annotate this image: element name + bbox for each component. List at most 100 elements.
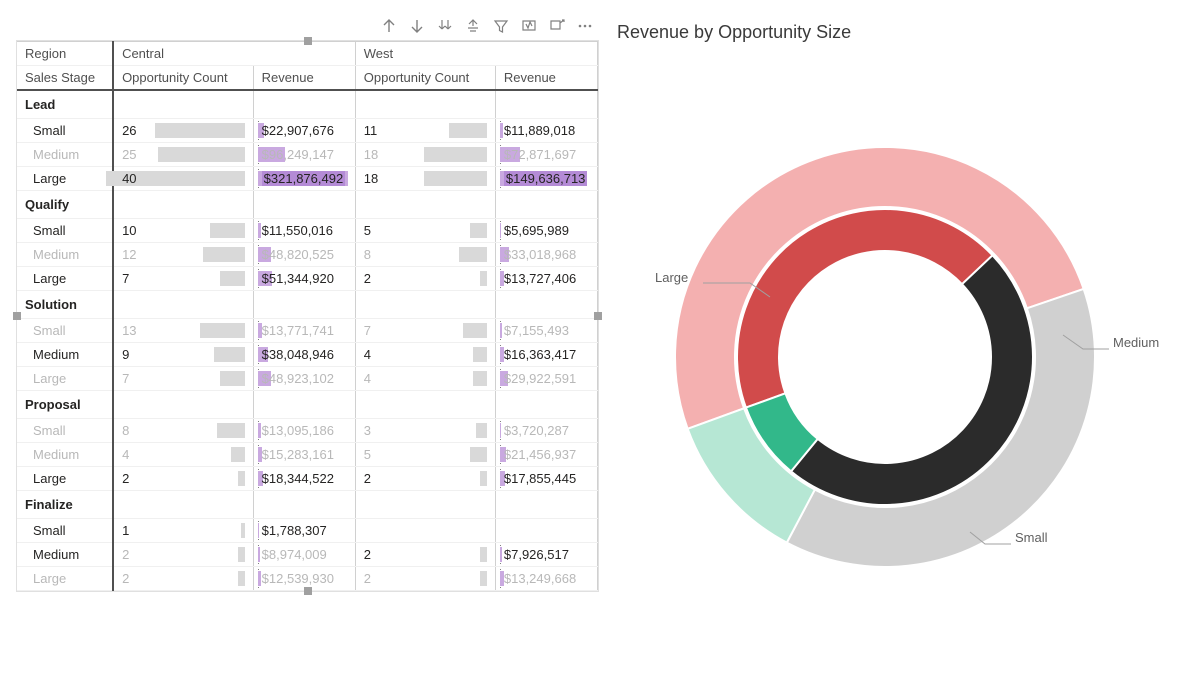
opportunity-count-cell[interactable]: 8 xyxy=(113,419,253,443)
table-row[interactable]: Small10$11,550,0165$5,695,989 xyxy=(17,219,598,243)
stage-group-row[interactable]: Lead xyxy=(17,90,598,119)
revenue-cell[interactable]: $12,539,930 xyxy=(253,567,355,591)
opportunity-count-cell[interactable]: 2 xyxy=(113,567,253,591)
drill-down-icon[interactable] xyxy=(437,18,453,34)
filter-icon[interactable] xyxy=(493,18,509,34)
revenue-cell[interactable] xyxy=(495,519,597,543)
revenue-cell[interactable]: $8,974,009 xyxy=(253,543,355,567)
row-header-size[interactable]: Small xyxy=(17,119,113,143)
matrix-table[interactable]: Region Central West Sales Stage Opportun… xyxy=(17,41,598,591)
table-row[interactable]: Medium25$96,249,14718$72,871,697 xyxy=(17,143,598,167)
opportunity-count-cell[interactable]: 26 xyxy=(113,119,253,143)
stage-group-row[interactable]: Solution xyxy=(17,291,598,319)
column-header-measure[interactable]: Opportunity Count xyxy=(355,66,495,91)
stage-group-row[interactable]: Qualify xyxy=(17,191,598,219)
revenue-cell[interactable]: $5,695,989 xyxy=(495,219,597,243)
opportunity-count-cell[interactable]: 40 xyxy=(113,167,253,191)
opportunity-count-cell[interactable]: 4 xyxy=(355,367,495,391)
opportunity-count-cell[interactable]: 10 xyxy=(113,219,253,243)
row-header-size[interactable]: Medium xyxy=(17,343,113,367)
revenue-cell[interactable]: $321,876,492 xyxy=(253,167,355,191)
revenue-cell[interactable]: $22,907,676 xyxy=(253,119,355,143)
revenue-cell[interactable]: $17,855,445 xyxy=(495,467,597,491)
stage-group-row[interactable]: Finalize xyxy=(17,491,598,519)
row-header-size[interactable]: Small xyxy=(17,419,113,443)
row-header-size[interactable]: Medium xyxy=(17,143,113,167)
row-header-size[interactable]: Small xyxy=(17,219,113,243)
revenue-cell[interactable]: $11,550,016 xyxy=(253,219,355,243)
opportunity-count-cell[interactable]: 13 xyxy=(113,319,253,343)
revenue-cell[interactable]: $15,283,161 xyxy=(253,443,355,467)
opportunity-count-cell[interactable]: 18 xyxy=(355,167,495,191)
revenue-cell[interactable]: $13,727,406 xyxy=(495,267,597,291)
opportunity-count-cell[interactable]: 3 xyxy=(355,419,495,443)
corner-header-region[interactable]: Region xyxy=(17,42,113,66)
revenue-cell[interactable]: $13,095,186 xyxy=(253,419,355,443)
opportunity-count-cell[interactable]: 5 xyxy=(355,219,495,243)
revenue-cell[interactable]: $149,636,713 xyxy=(495,167,597,191)
focus-mode-icon[interactable] xyxy=(549,18,565,34)
opportunity-count-cell[interactable]: 11 xyxy=(355,119,495,143)
arrow-down-icon[interactable] xyxy=(409,18,425,34)
opportunity-count-cell[interactable]: 25 xyxy=(113,143,253,167)
opportunity-count-cell[interactable]: 4 xyxy=(113,443,253,467)
resize-handle-left[interactable] xyxy=(13,312,21,320)
revenue-cell[interactable]: $18,344,522 xyxy=(253,467,355,491)
row-header-size[interactable]: Large xyxy=(17,267,113,291)
revenue-cell[interactable]: $13,771,741 xyxy=(253,319,355,343)
table-row[interactable]: Small26$22,907,67611$11,889,018 xyxy=(17,119,598,143)
table-row[interactable]: Small8$13,095,1863$3,720,287 xyxy=(17,419,598,443)
opportunity-count-cell[interactable]: 4 xyxy=(355,343,495,367)
drill-expand-icon[interactable] xyxy=(465,18,481,34)
revenue-cell[interactable]: $1,788,307 xyxy=(253,519,355,543)
arrow-up-icon[interactable] xyxy=(381,18,397,34)
row-header-size[interactable]: Large xyxy=(17,167,113,191)
opportunity-count-cell[interactable]: 7 xyxy=(355,319,495,343)
corner-header-stage[interactable]: Sales Stage xyxy=(17,66,113,91)
opportunity-count-cell[interactable]: 18 xyxy=(355,143,495,167)
table-row[interactable]: Small13$13,771,7417$7,155,493 xyxy=(17,319,598,343)
donut-segment[interactable] xyxy=(787,289,1095,567)
revenue-cell[interactable]: $11,889,018 xyxy=(495,119,597,143)
opportunity-count-cell[interactable]: 2 xyxy=(113,543,253,567)
row-header-size[interactable]: Medium xyxy=(17,543,113,567)
stage-group-row[interactable]: Proposal xyxy=(17,391,598,419)
table-row[interactable]: Medium2$8,974,0092$7,926,517 xyxy=(17,543,598,567)
revenue-cell[interactable]: $96,249,147 xyxy=(253,143,355,167)
table-row[interactable]: Large7$48,923,1024$29,922,591 xyxy=(17,367,598,391)
table-row[interactable]: Large7$51,344,9202$13,727,406 xyxy=(17,267,598,291)
table-row[interactable]: Large40$321,876,49218$149,636,713 xyxy=(17,167,598,191)
table-row[interactable]: Large2$12,539,9302$13,249,668 xyxy=(17,567,598,591)
row-header-size[interactable]: Small xyxy=(17,319,113,343)
row-header-size[interactable]: Large xyxy=(17,467,113,491)
revenue-cell[interactable]: $21,456,937 xyxy=(495,443,597,467)
column-header-region-0[interactable]: Central xyxy=(113,42,355,66)
resize-handle-top[interactable] xyxy=(304,37,312,45)
opportunity-count-cell[interactable]: 2 xyxy=(355,543,495,567)
opportunity-count-cell[interactable]: 2 xyxy=(355,267,495,291)
column-header-measure[interactable]: Revenue xyxy=(495,66,597,91)
opportunity-count-cell[interactable]: 7 xyxy=(113,267,253,291)
revenue-cell[interactable]: $72,871,697 xyxy=(495,143,597,167)
revenue-cell[interactable]: $16,363,417 xyxy=(495,343,597,367)
row-header-size[interactable]: Large xyxy=(17,367,113,391)
table-row[interactable]: Medium9$38,048,9464$16,363,417 xyxy=(17,343,598,367)
column-header-region-1[interactable]: West xyxy=(355,42,597,66)
revenue-cell[interactable]: $29,922,591 xyxy=(495,367,597,391)
table-row[interactable]: Large2$18,344,5222$17,855,445 xyxy=(17,467,598,491)
table-row[interactable]: Small1$1,788,307 xyxy=(17,519,598,543)
row-header-size[interactable]: Medium xyxy=(17,443,113,467)
revenue-cell[interactable]: $33,018,968 xyxy=(495,243,597,267)
opportunity-count-cell[interactable]: 8 xyxy=(355,243,495,267)
opportunity-count-cell[interactable]: 7 xyxy=(113,367,253,391)
opportunity-count-cell[interactable]: 2 xyxy=(355,467,495,491)
row-header-size[interactable]: Large xyxy=(17,567,113,591)
revenue-cell[interactable]: $7,926,517 xyxy=(495,543,597,567)
more-icon[interactable] xyxy=(577,18,593,34)
revenue-cell[interactable]: $38,048,946 xyxy=(253,343,355,367)
opportunity-count-cell[interactable]: 1 xyxy=(113,519,253,543)
column-header-measure[interactable]: Revenue xyxy=(253,66,355,91)
matrix-visual[interactable]: Region Central West Sales Stage Opportun… xyxy=(16,40,599,592)
opportunity-count-cell[interactable]: 9 xyxy=(113,343,253,367)
opportunity-count-cell[interactable]: 2 xyxy=(355,567,495,591)
